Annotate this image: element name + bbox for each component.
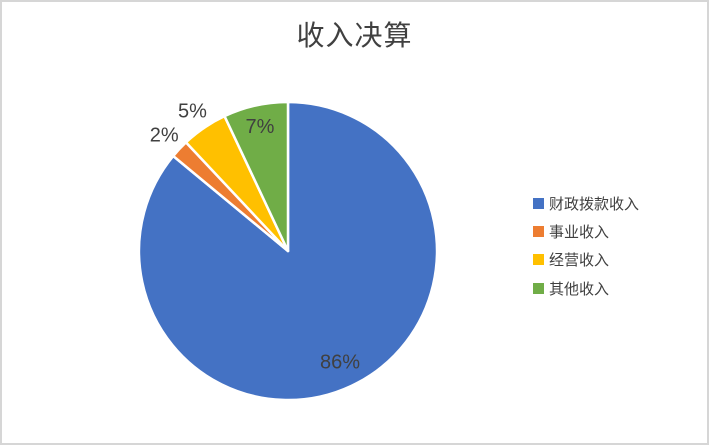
- legend-item-2: 经营收入: [533, 246, 639, 274]
- pie-slice-3: [223, 100, 290, 253]
- slice-label-2: 5%: [178, 101, 207, 123]
- slice-label-3: 7%: [246, 116, 275, 138]
- legend-swatch-icon: [533, 282, 544, 294]
- legend-label: 财政拨款收入: [549, 195, 640, 213]
- legend-swatch-icon: [533, 226, 544, 238]
- legend-item-0: 财政拨款收入: [533, 189, 639, 217]
- legend: 财政拨款收入 事业收入经营收入其他收入: [533, 189, 639, 303]
- slice-label-1: 2%: [150, 125, 179, 147]
- legend-label: 事业收入: [549, 224, 610, 242]
- legend-label: 经营收入: [549, 252, 610, 270]
- slice-label-0: 86%: [320, 352, 360, 374]
- legend-swatch-icon: [533, 254, 544, 266]
- chart-title: 收入决算: [296, 20, 413, 51]
- legend-item-3: 其他收入: [533, 274, 639, 302]
- pie-slice-0: [137, 100, 439, 402]
- legend-label: 其他收入: [549, 280, 610, 298]
- legend-item-1: 事业收入: [533, 217, 639, 245]
- legend-swatch-icon: [533, 197, 544, 209]
